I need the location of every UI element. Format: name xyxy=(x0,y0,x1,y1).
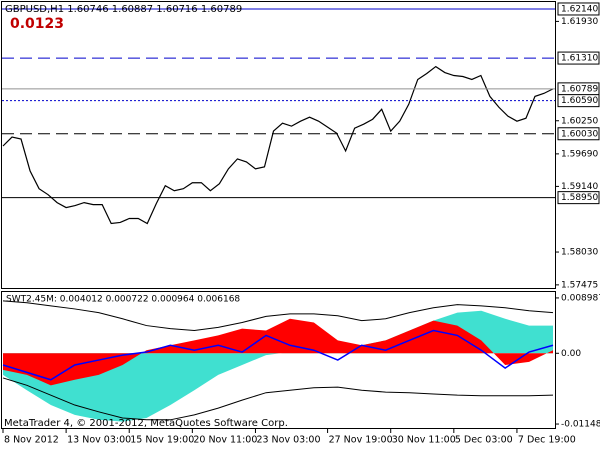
level-label: 1.62140 xyxy=(561,4,598,14)
y-tick-label: 1.59140 xyxy=(561,182,598,192)
level-label: 1.60030 xyxy=(561,129,598,139)
indicator-line xyxy=(2,300,554,331)
y-tick-label: 1.59690 xyxy=(561,149,598,159)
level-label-box xyxy=(557,127,600,141)
indicator-header: SWT2.45M: 0.004012 0.000722 0.000964 0.0… xyxy=(6,295,240,305)
copyright: MetaTrader 4, © 2001-2012, MetaQuotes So… xyxy=(4,418,288,429)
x-tick-label: 8 Nov 2012 xyxy=(4,435,59,446)
y-tick-label: 1.57475 xyxy=(561,280,598,290)
level-label-box xyxy=(557,2,600,16)
spread-value: 0.0123 xyxy=(10,16,64,32)
x-tick-label: 15 Nov 19:00 xyxy=(130,435,194,446)
price-line xyxy=(2,65,554,225)
level-label: 1.60590 xyxy=(561,96,598,106)
x-tick-label: 23 Nov 03:00 xyxy=(256,435,320,446)
level-label-box xyxy=(557,51,600,65)
indicator-line xyxy=(2,329,554,381)
symbol-header: GBPUSD,H1 1.60746 1.60887 1.60716 1.6078… xyxy=(5,4,242,15)
x-tick-label: 30 Nov 11:00 xyxy=(392,435,456,446)
y-tick-label: -0.011487 xyxy=(561,420,600,430)
level-label: 1.60789 xyxy=(561,84,598,94)
y-tick-label: 1.60250 xyxy=(561,116,598,126)
indicator-plot: 0.008987 0.00 -0.011487 xyxy=(2,293,600,430)
x-tick-label: 20 Nov 11:00 xyxy=(193,435,257,446)
indicator-frame xyxy=(1,291,556,429)
level-label: 1.58950 xyxy=(561,193,598,203)
indicator-area xyxy=(3,318,553,386)
y-tick-label: 0.008987 xyxy=(561,293,600,303)
y-tick-label: 1.61930 xyxy=(561,17,598,27)
indicator-line xyxy=(2,377,554,421)
level-label: 1.61310 xyxy=(561,54,598,64)
x-tick-label: 27 Nov 19:00 xyxy=(329,435,393,446)
y-tick-label: 1.58030 xyxy=(561,248,598,258)
main-frame xyxy=(1,1,556,289)
y-tick-label: 0.00 xyxy=(561,349,581,359)
level-label-box xyxy=(557,94,600,108)
level-label-box xyxy=(557,191,600,205)
x-tick-label: 5 Dec 03:00 xyxy=(455,435,513,446)
x-tick-label: 7 Dec 19:00 xyxy=(518,435,576,446)
x-tick-label: 13 Nov 03:00 xyxy=(67,435,131,446)
